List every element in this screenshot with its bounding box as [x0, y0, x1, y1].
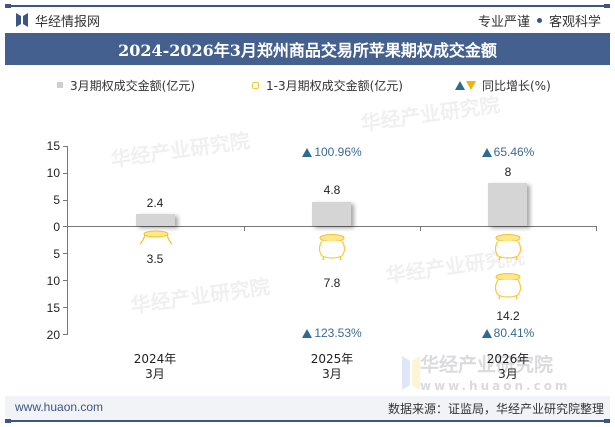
- y-tick: 5: [53, 247, 60, 261]
- up-triangle-icon: [302, 328, 313, 338]
- legend-item-march[interactable]: 3月期权成交金额(亿元): [57, 75, 195, 95]
- x-label: 2024年 3月: [115, 352, 195, 382]
- x-label: 2026年 3月: [468, 352, 548, 382]
- yoy-value: 65.46%: [493, 145, 535, 159]
- x-label-year: 2024年: [133, 352, 177, 366]
- gray-square-icon: [57, 82, 63, 88]
- watermark-text: 华经产业研究院: [420, 354, 554, 376]
- yoy-jan-mar-2025: 123.53%: [287, 326, 377, 340]
- bar-march-2026[interactable]: [488, 183, 527, 226]
- up-triangle-icon: [481, 328, 492, 338]
- y-tick-mark: [63, 334, 67, 335]
- value-label: 8: [504, 165, 512, 179]
- brand: 华经情报网: [16, 10, 100, 30]
- bottom-border: [5, 419, 610, 423]
- y-tick: 15: [46, 139, 60, 153]
- yoy-march-2025: 100.96%: [287, 145, 377, 159]
- yoy-value: 123.53%: [314, 326, 362, 340]
- legend-label: 同比增长(%): [482, 78, 551, 93]
- x-label-year: 2026年: [486, 352, 530, 366]
- top-border: [5, 4, 610, 8]
- y-axis: [67, 146, 68, 335]
- y-tick: 5: [53, 193, 60, 207]
- brand-logo-icon: [16, 13, 28, 27]
- y-tick-mark: [63, 253, 67, 254]
- x-axis: [67, 226, 597, 227]
- x-tick-mark: [244, 227, 245, 231]
- chart-title: 2024-2026年3月郑州商品交易所苹果期权成交金额: [118, 41, 497, 60]
- gold-pot-icon: [139, 230, 173, 245]
- footer-url[interactable]: www.huaon.com: [15, 400, 104, 414]
- value-label: 4.8: [323, 183, 341, 197]
- slogan-right: 客观科学: [548, 14, 601, 30]
- gold-pot-icon: [318, 234, 346, 261]
- y-tick-mark: [63, 146, 67, 147]
- x-label-month: 3月: [498, 367, 518, 381]
- y-tick: 0: [53, 220, 60, 234]
- y-tick-mark: [63, 226, 67, 227]
- value-label: 14.2: [496, 309, 520, 323]
- legend-item-yoy[interactable]: 同比增长(%): [455, 75, 551, 95]
- legend-item-jan-mar[interactable]: 1-3月期权成交金额(亿元): [252, 75, 403, 95]
- yoy-value: 80.41%: [493, 326, 535, 340]
- slogan: 专业严谨 客观科学: [478, 10, 601, 30]
- y-tick: 10: [46, 166, 60, 180]
- legend-label: 1-3月期权成交金额(亿元): [266, 78, 403, 93]
- brand-name: 华经情报网: [35, 14, 101, 30]
- legend: 3月期权成交金额(亿元) 1-3月期权成交金额(亿元) 同比增长(%): [0, 75, 615, 95]
- value-label: 3.5: [146, 252, 164, 266]
- gold-pot-icon: [494, 273, 522, 300]
- bar-march-2024[interactable]: [136, 214, 175, 226]
- legend-label: 3月期权成交金额(亿元): [70, 78, 195, 93]
- x-label-month: 3月: [322, 367, 342, 381]
- x-label: 2025年 3月: [292, 352, 372, 382]
- watermark-logo-icon: [402, 356, 420, 390]
- value-label: 2.4: [146, 196, 164, 210]
- yoy-value: 100.96%: [314, 145, 362, 159]
- data-source: 数据来源：证监局，华经产业研究院整理: [387, 402, 604, 416]
- x-tick-mark: [420, 227, 421, 231]
- up-triangle-icon: [481, 147, 492, 157]
- y-tick-mark: [63, 307, 67, 308]
- y-tick-mark: [63, 280, 67, 281]
- bar-march-2025[interactable]: [312, 202, 351, 226]
- watermark-url: www.huaon.com: [420, 379, 571, 393]
- up-triangle-icon: [302, 147, 313, 157]
- gold-pot-icon: [252, 81, 259, 89]
- watermark-main: 华经产业研究院 www.huaon.com: [420, 350, 570, 393]
- x-tick-mark: [596, 227, 597, 231]
- yoy-march-2026: 65.46%: [463, 145, 553, 159]
- slogan-left: 专业严谨: [477, 14, 530, 30]
- dot-separator-icon: [536, 17, 542, 23]
- chart-title-bar: 2024-2026年3月郑州商品交易所苹果期权成交金额: [5, 33, 610, 65]
- up-down-triangle-icon: [455, 80, 476, 90]
- gold-pot-icon: [494, 234, 522, 261]
- yoy-jan-mar-2026: 80.41%: [463, 326, 553, 340]
- footer: www.huaon.com 数据来源：证监局，华经产业研究院整理: [5, 396, 610, 420]
- x-label-month: 3月: [145, 367, 165, 381]
- y-tick-mark: [63, 200, 67, 201]
- y-tick: 15: [46, 301, 60, 315]
- y-tick-mark: [63, 173, 67, 174]
- x-label-year: 2025年: [310, 352, 354, 366]
- y-tick: 20: [46, 328, 60, 342]
- y-tick: 10: [46, 274, 60, 288]
- value-label: 7.8: [323, 276, 341, 290]
